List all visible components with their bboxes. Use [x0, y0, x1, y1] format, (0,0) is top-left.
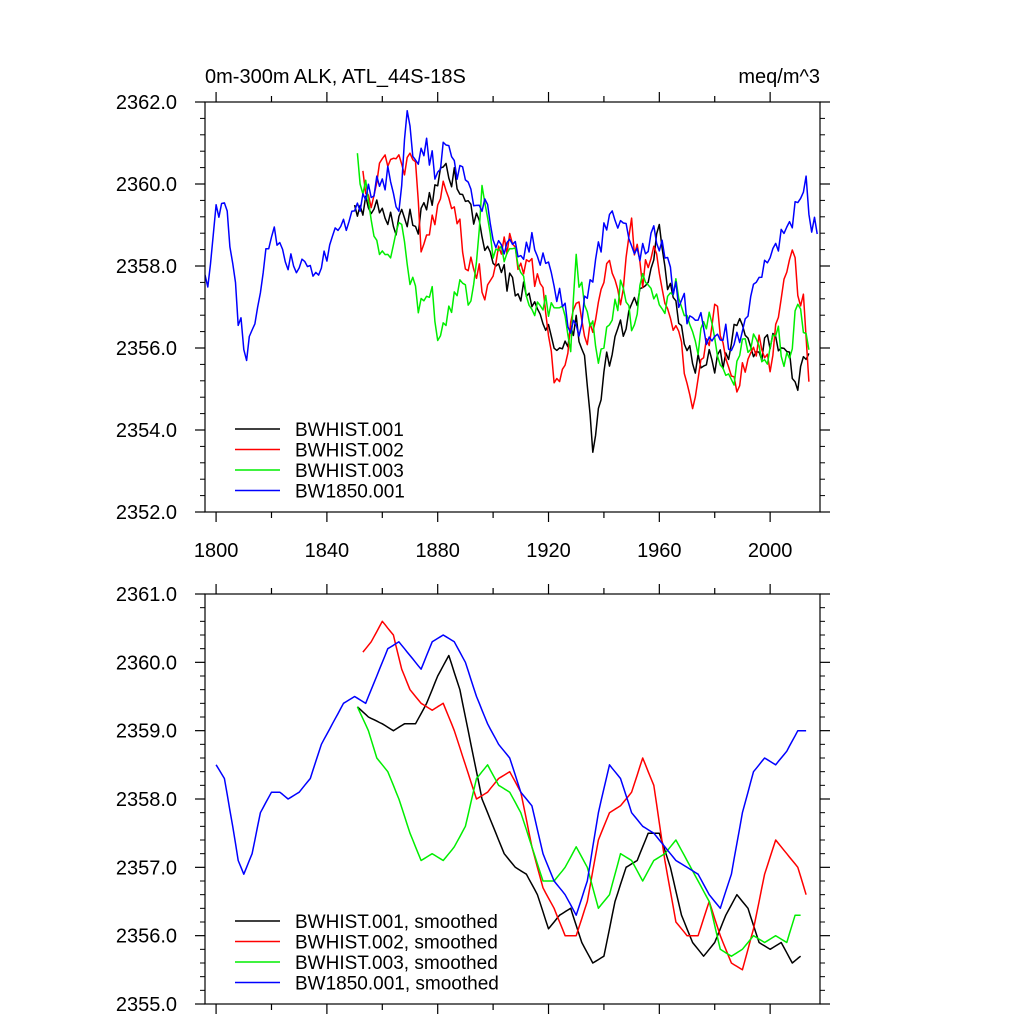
legend-label: BW1850.001, smoothed — [295, 974, 499, 995]
bottom-panel: 2355.0 2356.0 2357.0 2358.0 2359.0 2360.0 2361… — [116, 584, 830, 1016]
series-line-bwhist-003-smoothed — [356, 706, 801, 957]
top-series — [205, 110, 818, 453]
title-left: 0m-300m ALK, ATL_44S-18S — [205, 66, 466, 88]
legend-label: BWHIST.002, smoothed — [295, 933, 498, 954]
series-line-bwhist-002-smoothed — [362, 620, 807, 971]
y-tick-label: 2356.0 — [116, 926, 177, 948]
legend-label: BW1850.001 — [295, 482, 405, 503]
y-tick-label: 2355.0 — [116, 994, 177, 1016]
legend-label: BWHIST.003, smoothed — [295, 953, 498, 974]
series-line-bw1850-001-smoothed — [215, 634, 807, 916]
series-line-bwhist-001-smoothed — [356, 654, 802, 964]
y-tick-label: 2358.0 — [116, 256, 177, 278]
legend-label: BWHIST.003 — [295, 461, 404, 482]
y-tick-label: 2358.0 — [116, 789, 177, 811]
title-right-units: meq/m^3 — [738, 66, 820, 88]
y-tick-label: 2357.0 — [116, 857, 177, 879]
y-tick-label: 2362.0 — [116, 92, 177, 114]
bottom-plot-frame — [204, 593, 821, 1005]
x-tick-label: 1840 — [305, 540, 350, 562]
x-tick-label: 2000 — [748, 540, 793, 562]
legend-label: BWHIST.001 — [295, 420, 404, 441]
y-tick-label: 2356.0 — [116, 338, 177, 360]
top-ticks: 2352.0 2354.0 2356.0 2358.0 2360.0 2362.0 1800… — [116, 92, 830, 562]
legend-label: BWHIST.001, smoothed — [295, 912, 498, 933]
y-tick-label: 2359.0 — [116, 721, 177, 743]
top-panel: 0m-300m ALK, ATL_44S-18S meq/m^3 2352.02… — [116, 66, 830, 562]
y-tick-label: 2352.0 — [116, 502, 177, 524]
x-tick-label: 1920 — [526, 540, 571, 562]
y-tick-label: 2354.0 — [116, 420, 177, 442]
x-tick-label: 1880 — [415, 540, 460, 562]
series-line-bw1850-001 — [205, 110, 818, 362]
y-tick-label: 2360.0 — [116, 652, 177, 674]
bottom-series — [215, 620, 807, 971]
top-plot-frame — [204, 101, 821, 513]
bottom-ticks: 2355.0 2356.0 2357.0 2358.0 2359.0 2360.0 2361… — [116, 584, 830, 1016]
series-line-bwhist-003 — [356, 153, 810, 386]
y-tick-label: 2360.0 — [116, 174, 177, 196]
x-tick-label: 1800 — [194, 540, 239, 562]
legend-label: BWHIST.002 — [295, 441, 404, 462]
series-line-bwhist-001 — [353, 162, 810, 453]
x-tick-label: 1960 — [637, 540, 682, 562]
y-tick-label: 2361.0 — [116, 584, 177, 606]
